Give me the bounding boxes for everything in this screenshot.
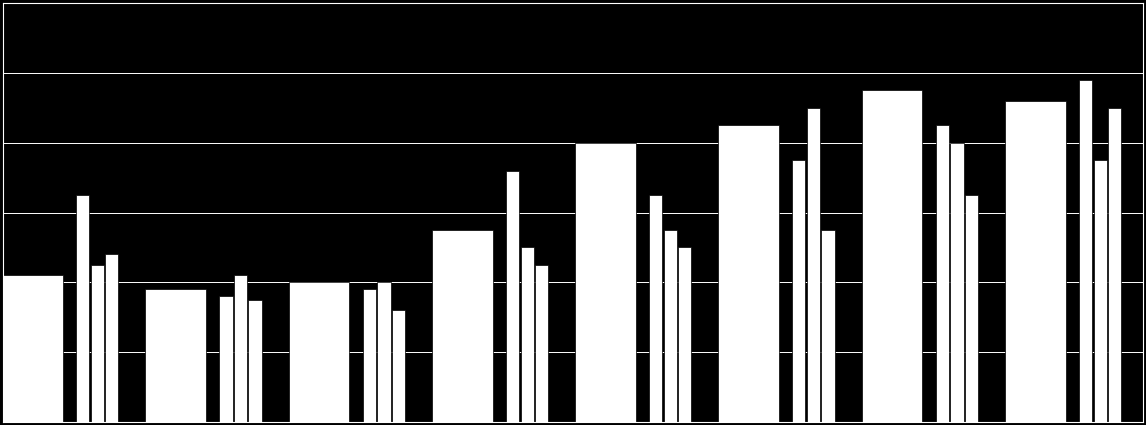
- Bar: [2, 275, 63, 422]
- Bar: [432, 230, 493, 422]
- Bar: [377, 282, 391, 422]
- Bar: [219, 296, 233, 422]
- Bar: [719, 125, 779, 422]
- Bar: [146, 289, 206, 422]
- Bar: [76, 195, 89, 422]
- Bar: [289, 282, 350, 422]
- Bar: [950, 143, 964, 422]
- Bar: [362, 289, 376, 422]
- Bar: [575, 143, 636, 422]
- Bar: [678, 247, 691, 422]
- Bar: [535, 265, 548, 422]
- Bar: [862, 90, 923, 422]
- Bar: [1108, 108, 1121, 422]
- Bar: [965, 195, 978, 422]
- Bar: [91, 265, 104, 422]
- Bar: [649, 195, 662, 422]
- Bar: [392, 310, 405, 422]
- Bar: [792, 160, 806, 422]
- Bar: [807, 108, 821, 422]
- Bar: [1093, 160, 1107, 422]
- Bar: [1078, 79, 1092, 422]
- Bar: [822, 230, 834, 422]
- Bar: [664, 230, 677, 422]
- Bar: [505, 170, 519, 422]
- Bar: [105, 255, 118, 422]
- Bar: [520, 247, 534, 422]
- Bar: [234, 275, 248, 422]
- Bar: [1005, 101, 1066, 422]
- Bar: [249, 300, 261, 422]
- Bar: [935, 125, 949, 422]
